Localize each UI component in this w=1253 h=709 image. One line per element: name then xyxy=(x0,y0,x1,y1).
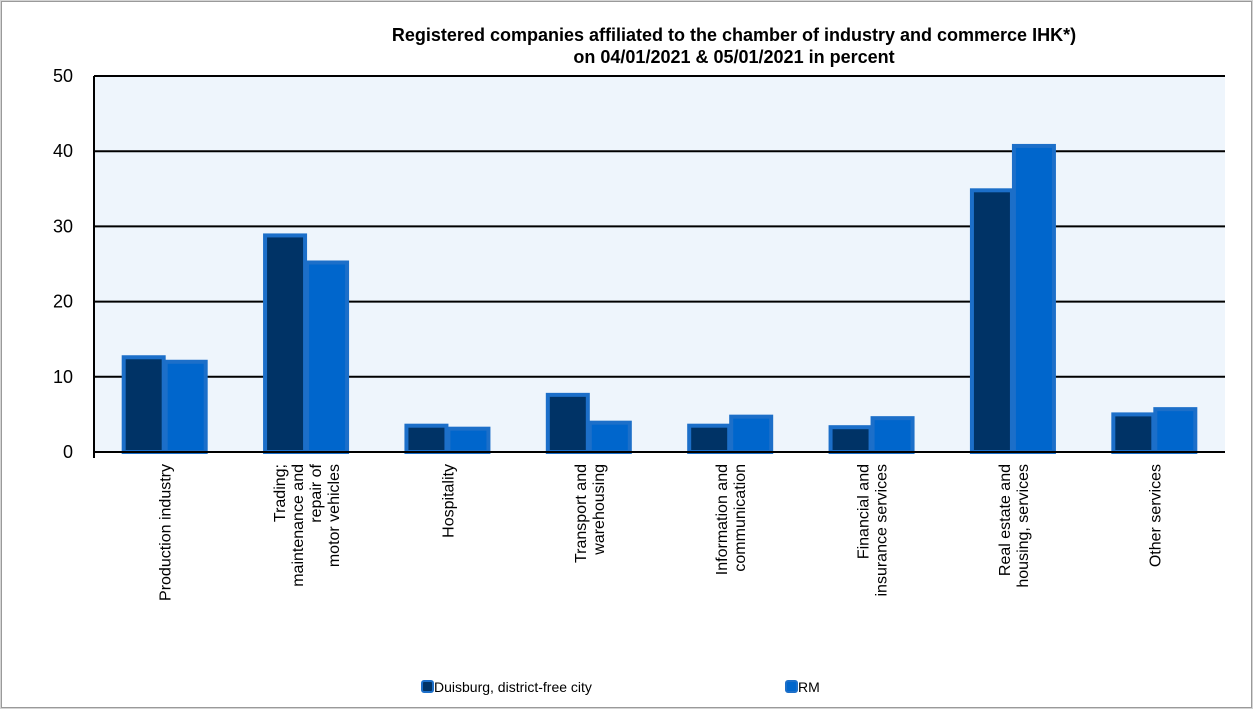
bar-rm-0 xyxy=(163,359,208,455)
y-tick-label: 0 xyxy=(63,442,73,462)
category-label-line: Real estate and xyxy=(997,464,1014,576)
category-label-line: Transport and xyxy=(573,464,590,563)
legend-label: RM xyxy=(798,679,820,695)
bar-duisburg-2 xyxy=(404,423,449,454)
category-label-line: repair of xyxy=(308,463,325,522)
legend-label: Duisburg, district-free city xyxy=(434,679,592,695)
axes xyxy=(93,76,1225,458)
category-label-line: housing, services xyxy=(1015,464,1032,588)
bar-duisburg-7 xyxy=(1111,412,1156,454)
y-tick-labels: 0 10 20 30 40 50 xyxy=(53,66,73,462)
bar-duisburg-5 xyxy=(828,425,873,454)
legend-swatch xyxy=(421,680,434,693)
category-label-line: Other services xyxy=(1147,464,1164,567)
bar-rm-1 xyxy=(305,260,350,454)
bar-duisburg-4 xyxy=(687,423,732,454)
y-tick-label: 50 xyxy=(53,66,73,86)
category-label-line: communication xyxy=(732,464,749,572)
chart-title: Registered companies affiliated to the c… xyxy=(392,25,1076,67)
category-label: Financial and insurance services xyxy=(856,464,891,597)
bar-duisburg-6 xyxy=(969,188,1014,455)
bar-duisburg-1 xyxy=(263,233,308,454)
y-tick-label: 20 xyxy=(53,292,73,312)
category-label: Trading; maintenance and repair of motor ve… xyxy=(272,463,343,586)
bar-rm-3 xyxy=(587,420,632,454)
category-label: Other services xyxy=(1147,464,1164,567)
category-label: Transport and warehousing xyxy=(573,464,608,563)
y-tick-label: 10 xyxy=(53,367,73,387)
category-label-line: Trading; xyxy=(272,464,289,522)
category-label-line: Financial and xyxy=(856,464,873,559)
bar-duisburg-3 xyxy=(545,392,590,454)
category-label-line: Information and xyxy=(714,464,731,575)
legend-swatch xyxy=(785,680,798,693)
y-tick-label: 30 xyxy=(53,216,73,236)
chart-title-line-1: Registered companies affiliated to the c… xyxy=(392,25,1076,45)
chart-title-line-2: on 04/01/2021 & 05/01/2021 in percent xyxy=(573,47,894,67)
bar-duisburg-0 xyxy=(121,355,166,454)
bar-rm-6 xyxy=(1011,143,1056,454)
category-labels: Production industry Trading; maintenance a… xyxy=(158,463,1165,601)
category-label: Hospitality xyxy=(440,464,457,538)
bar-rm-2 xyxy=(446,426,491,454)
category-label-line: Hospitality xyxy=(440,464,457,538)
bar-rm-4 xyxy=(729,414,774,455)
bar-rm-5 xyxy=(870,416,915,455)
category-label: Information and communication xyxy=(714,464,749,575)
y-tick-label: 40 xyxy=(53,141,73,161)
category-label-line: maintenance and xyxy=(290,464,307,587)
category-label-line: warehousing xyxy=(591,464,608,556)
bars xyxy=(121,143,1198,455)
bar-rm-7 xyxy=(1153,407,1198,454)
category-label-line: Production industry xyxy=(158,464,175,601)
category-label-line: motor vehicles xyxy=(326,464,343,567)
legend: Duisburg, district-free city RM xyxy=(421,679,820,695)
category-label-line: insurance services xyxy=(874,464,891,597)
category-label: Real estate and housing, services xyxy=(997,464,1032,588)
category-label: Production industry xyxy=(158,464,175,601)
